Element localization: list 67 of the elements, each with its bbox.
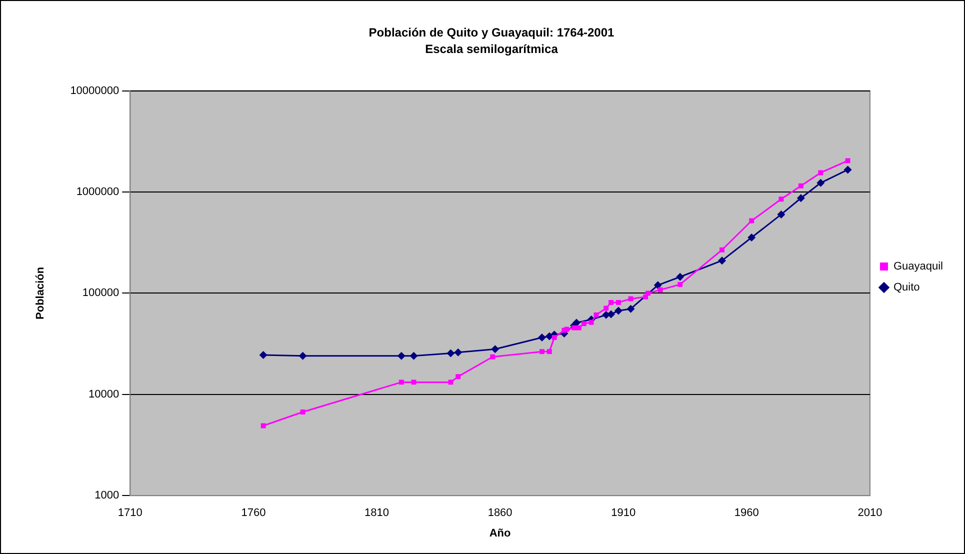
point (816, 178, 825, 187)
point (581, 321, 586, 326)
point (298, 352, 307, 360)
point (491, 345, 500, 354)
point (720, 247, 724, 252)
point (398, 380, 404, 385)
point (454, 348, 462, 356)
point (576, 325, 582, 330)
point (564, 326, 570, 332)
point (749, 218, 754, 224)
x-tick-label: 2010 (858, 507, 882, 520)
x-axis-title: Año (489, 527, 512, 540)
x-tick-label: 1960 (734, 507, 759, 520)
point (448, 380, 454, 385)
x-tick-label: 1710 (118, 507, 142, 520)
point (777, 210, 786, 218)
point (607, 310, 616, 318)
point (643, 294, 648, 300)
chart-subtitle: Escala semilogarítmica (425, 42, 558, 56)
point (411, 380, 416, 385)
x-tick-label: 1860 (488, 507, 512, 520)
point (397, 352, 406, 360)
point (446, 349, 455, 358)
point (594, 312, 599, 318)
point (654, 281, 662, 290)
point (546, 349, 552, 354)
x-tick-label: 1760 (241, 507, 266, 520)
point (718, 256, 726, 265)
point (538, 333, 546, 342)
point (608, 300, 614, 305)
point (490, 354, 496, 360)
point (456, 374, 461, 380)
point (796, 194, 805, 202)
point (678, 282, 683, 287)
legend-label: Guayaquil (893, 260, 944, 273)
legend-label: Quito (893, 282, 920, 294)
point (572, 325, 577, 330)
point (818, 170, 824, 176)
point (628, 296, 634, 302)
point (844, 166, 852, 174)
point (300, 410, 306, 414)
x-tick-label: 1810 (364, 507, 389, 520)
point (410, 352, 418, 360)
y-tick-label: 1000 (94, 490, 120, 502)
point (658, 287, 663, 292)
point (614, 306, 622, 315)
point (845, 158, 850, 164)
point (540, 349, 544, 354)
point (604, 306, 609, 311)
point (588, 320, 594, 325)
chart-title: Población de Quito y Guayaquil: 1764-2001 (368, 26, 615, 40)
y-tick-label: 1000000 (76, 186, 120, 198)
point (260, 423, 266, 428)
y-tick-label: 100000 (82, 287, 120, 300)
point (778, 196, 784, 202)
y-axis-title: Población (34, 266, 47, 320)
point (748, 234, 756, 242)
point (552, 335, 557, 340)
y-tick-label: 10000 (88, 388, 120, 400)
point (626, 304, 635, 313)
x-tick-label: 1910 (611, 507, 636, 520)
point (646, 290, 650, 296)
point (676, 272, 684, 281)
point (259, 351, 268, 360)
y-tick-label: 10000000 (70, 84, 120, 97)
point (798, 183, 804, 188)
point (616, 300, 621, 305)
